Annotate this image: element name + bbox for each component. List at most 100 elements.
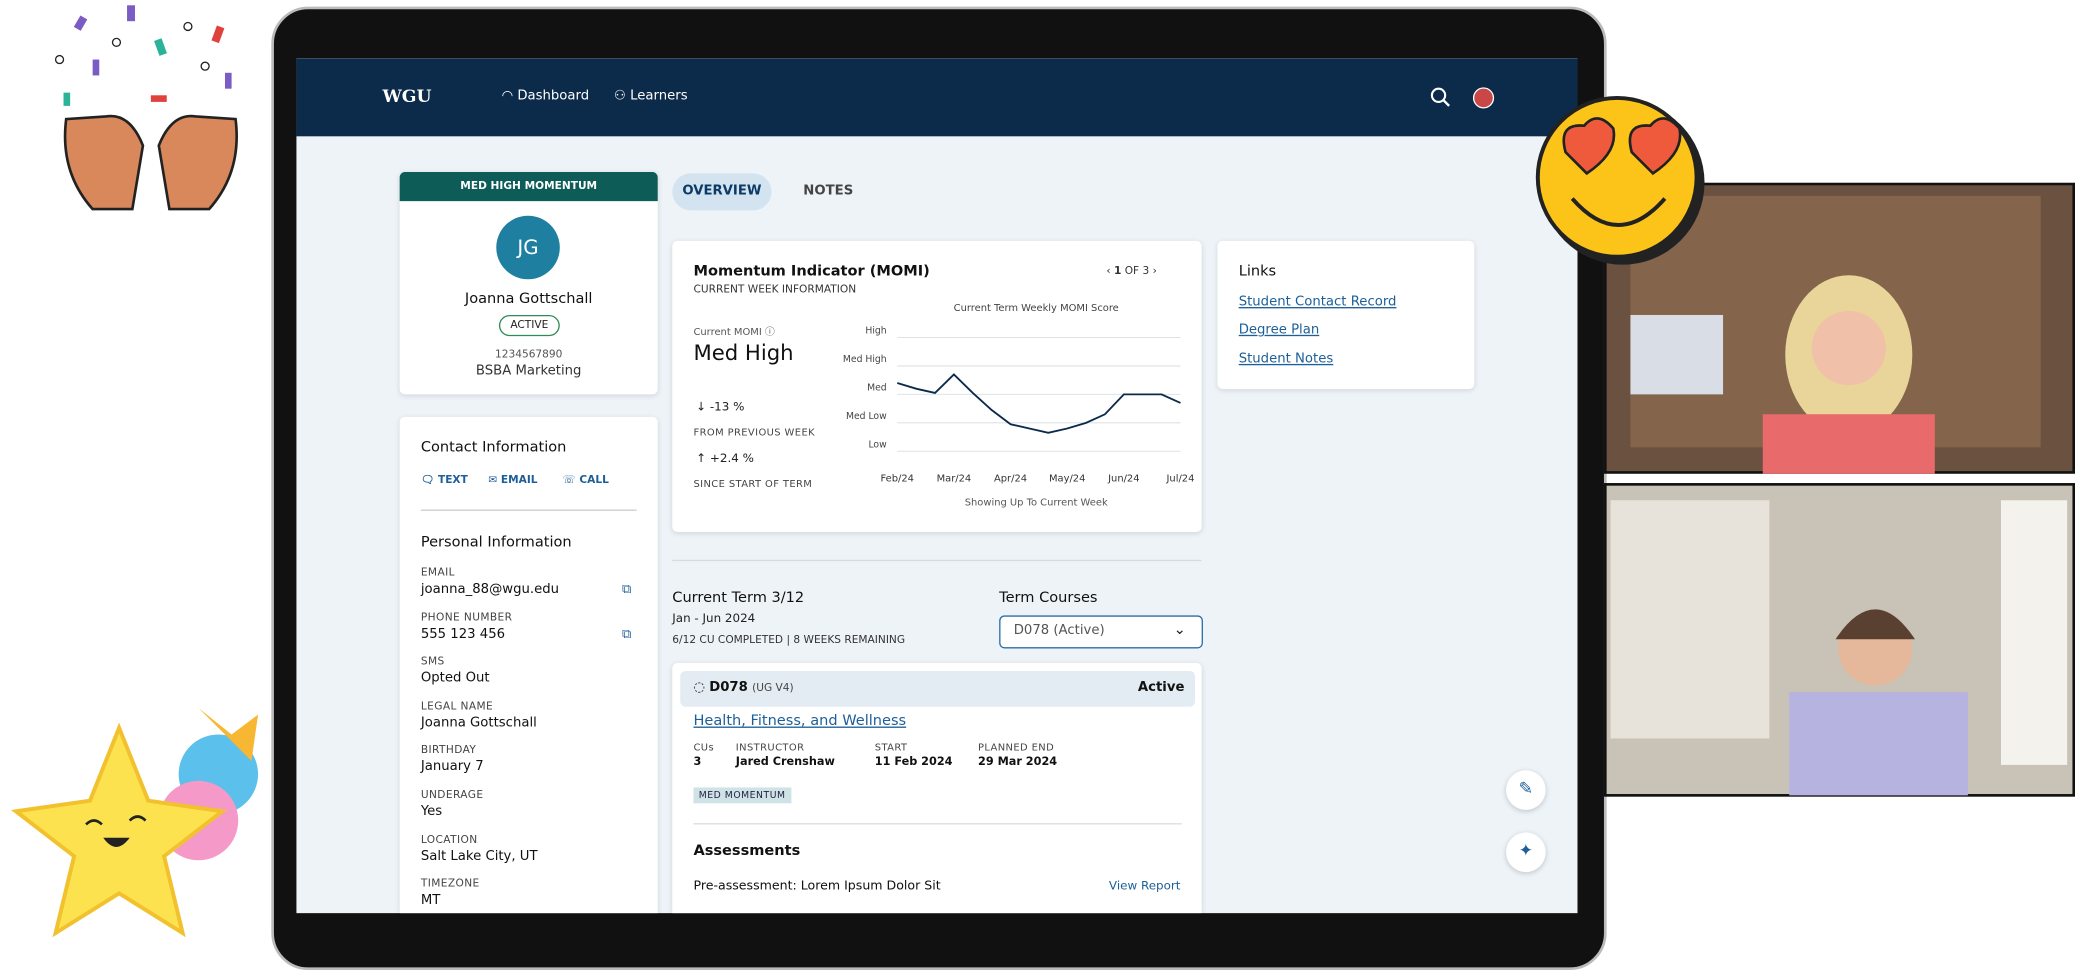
field-value: January 7 xyxy=(420,760,484,775)
momi-card: Momentum Indicator (MOMI) CURRENT WEEK I… xyxy=(672,240,1202,533)
term-title: Current Term 3/12 xyxy=(672,588,805,607)
momentum-banner: MED HIGH MOMENTUM xyxy=(399,172,658,202)
nav-learners[interactable]: ⚇ Learners xyxy=(614,88,688,104)
pager-of: OF 3 xyxy=(1124,264,1150,277)
course-field-label: CUs xyxy=(693,741,715,754)
field-label: EMAIL xyxy=(420,566,455,579)
fab-notes[interactable]: ✎ xyxy=(1506,770,1546,810)
current-label-text: Current MOMI xyxy=(693,325,762,338)
heart-eyes-sticker xyxy=(1535,95,1705,265)
x-tick-label: Jun/24 xyxy=(1107,474,1139,485)
video-tiles xyxy=(1603,182,2075,797)
change-label: SINCE START OF TERM xyxy=(693,477,813,490)
field-label: LOCATION xyxy=(420,833,478,846)
divider xyxy=(420,509,637,511)
y-tick-label: Med Low xyxy=(846,411,887,422)
course-select[interactable]: D078 (Active) ⌄ xyxy=(999,615,1203,649)
x-axis-label: Showing Up To Current Week xyxy=(965,498,1108,509)
pager-page: 1 xyxy=(1113,264,1122,277)
course-field-label: INSTRUCTOR xyxy=(735,741,805,754)
action-label: EMAIL xyxy=(500,473,538,486)
copy-icon[interactable]: ⧉ xyxy=(621,582,632,597)
code: D078 xyxy=(709,680,748,695)
field-value: MT xyxy=(420,893,441,909)
current-value: Med High xyxy=(693,340,794,366)
star-sticker xyxy=(10,708,259,938)
x-tick-label: Jul/24 xyxy=(1166,474,1195,485)
field-value: Joanna Gottschall xyxy=(420,715,537,731)
y-tick-label: Low xyxy=(868,439,887,450)
link[interactable]: Student Contact Record xyxy=(1238,295,1397,310)
field-label: UNDERAGE xyxy=(420,788,484,801)
nav-bar: WGU ◠ Dashboard ⚇ Learners xyxy=(296,58,1578,137)
field-label: BIRTHDAY xyxy=(420,744,477,757)
course-field-value: 3 xyxy=(693,755,702,769)
pager[interactable]: ‹ 1 OF 3 › xyxy=(1106,264,1157,277)
assessments-title: Assessments xyxy=(693,841,801,859)
links-title: Links xyxy=(1238,262,1277,280)
action-label: CALL xyxy=(579,473,609,486)
momi-chart: Current Term Weekly MOMI Score Showing U… xyxy=(843,303,1195,509)
course-field-label: START xyxy=(874,741,908,754)
personal-title: Personal Information xyxy=(420,533,572,551)
x-tick-label: Apr/24 xyxy=(994,474,1027,485)
nav-label: Learners xyxy=(630,88,688,104)
search-icon[interactable] xyxy=(1430,87,1452,108)
avatar[interactable] xyxy=(1472,87,1495,109)
field-value: Yes xyxy=(420,804,443,820)
change-1: ↑ +2.4 % xyxy=(696,452,754,466)
tab-notes[interactable]: NOTES xyxy=(803,183,854,199)
field-value: Salt Lake City, UT xyxy=(420,849,538,864)
copy-icon[interactable]: ⧉ xyxy=(621,626,632,642)
link[interactable]: Student Notes xyxy=(1238,352,1334,367)
y-tick-label: High xyxy=(865,325,886,336)
course-code: ◌ D078 (UG V4) xyxy=(693,680,794,695)
course-field-label: PLANNED END xyxy=(977,741,1055,754)
course-field-value: 29 Mar 2024 xyxy=(977,755,1058,769)
y-tick-label: Med High xyxy=(843,354,887,365)
action-text[interactable]: 🗨 TEXT xyxy=(420,473,468,486)
divider xyxy=(672,559,1202,562)
change-value: -13 % xyxy=(709,400,745,415)
course-card: ◌ D078 (UG V4) Active Health, Fitness, a… xyxy=(672,663,1202,914)
change-label: FROM PREVIOUS WEEK xyxy=(693,426,816,439)
profile-card: MED HIGH MOMENTUM JG Joanna Gottschall A… xyxy=(399,172,658,395)
name: Joanna Gottschall xyxy=(464,289,593,308)
nav-dashboard[interactable]: ◠ Dashboard xyxy=(501,88,590,104)
courses-label: Term Courses xyxy=(999,588,1098,607)
assessment: Pre-assessment: Lorem Ipsum Dolor Sit xyxy=(693,878,941,894)
select-value: D078 (Active) xyxy=(1013,623,1105,638)
momi-subtitle: CURRENT WEEK INFORMATION xyxy=(693,283,857,296)
fab-ai[interactable]: ✦ xyxy=(1506,832,1546,873)
course-header: ◌ D078 (UG V4) Active xyxy=(680,670,1196,707)
course-name[interactable]: Health, Fitness, and Wellness xyxy=(693,711,907,730)
current-label: Current MOMI ⓘ xyxy=(693,325,775,338)
course-status: Active xyxy=(1137,680,1185,695)
link[interactable]: Degree Plan xyxy=(1238,322,1320,338)
hands-sticker xyxy=(54,5,238,211)
term-dates: Jan - Jun 2024 xyxy=(672,612,756,626)
field-label: PHONE NUMBER xyxy=(420,610,513,623)
divider xyxy=(693,823,1182,825)
field-label: SMS xyxy=(420,655,445,668)
y-tick-label: Med xyxy=(867,382,887,393)
x-tick-label: May/24 xyxy=(1049,474,1085,485)
chevron: ⌄ xyxy=(1173,620,1186,638)
chart-title: Current Term Weekly MOMI Score xyxy=(954,303,1119,314)
term-progress: 6/12 CU COMPLETED | 8 WEEKS REMAINING xyxy=(672,633,906,646)
status-pill: ACTIVE xyxy=(498,314,560,337)
action-call[interactable]: ☏ CALL xyxy=(562,473,609,486)
view-report[interactable]: View Report xyxy=(1108,880,1181,894)
initials: JG xyxy=(496,215,560,280)
field-value: joanna_88@wgu.edu xyxy=(420,582,560,597)
action-label: TEXT xyxy=(437,473,468,486)
program: BSBA Marketing xyxy=(475,363,582,379)
field-value: 555 123 456 xyxy=(420,626,506,642)
course-field-value: 11 Feb 2024 xyxy=(874,755,953,769)
action-email[interactable]: ✉ EMAIL xyxy=(488,473,538,486)
contact-card: Contact Information 🗨 TEXT ✉ EMAIL ☏ CAL… xyxy=(399,416,658,914)
tab-overview[interactable]: OVERVIEW xyxy=(672,173,772,211)
change-value: +2.4 % xyxy=(709,452,754,466)
